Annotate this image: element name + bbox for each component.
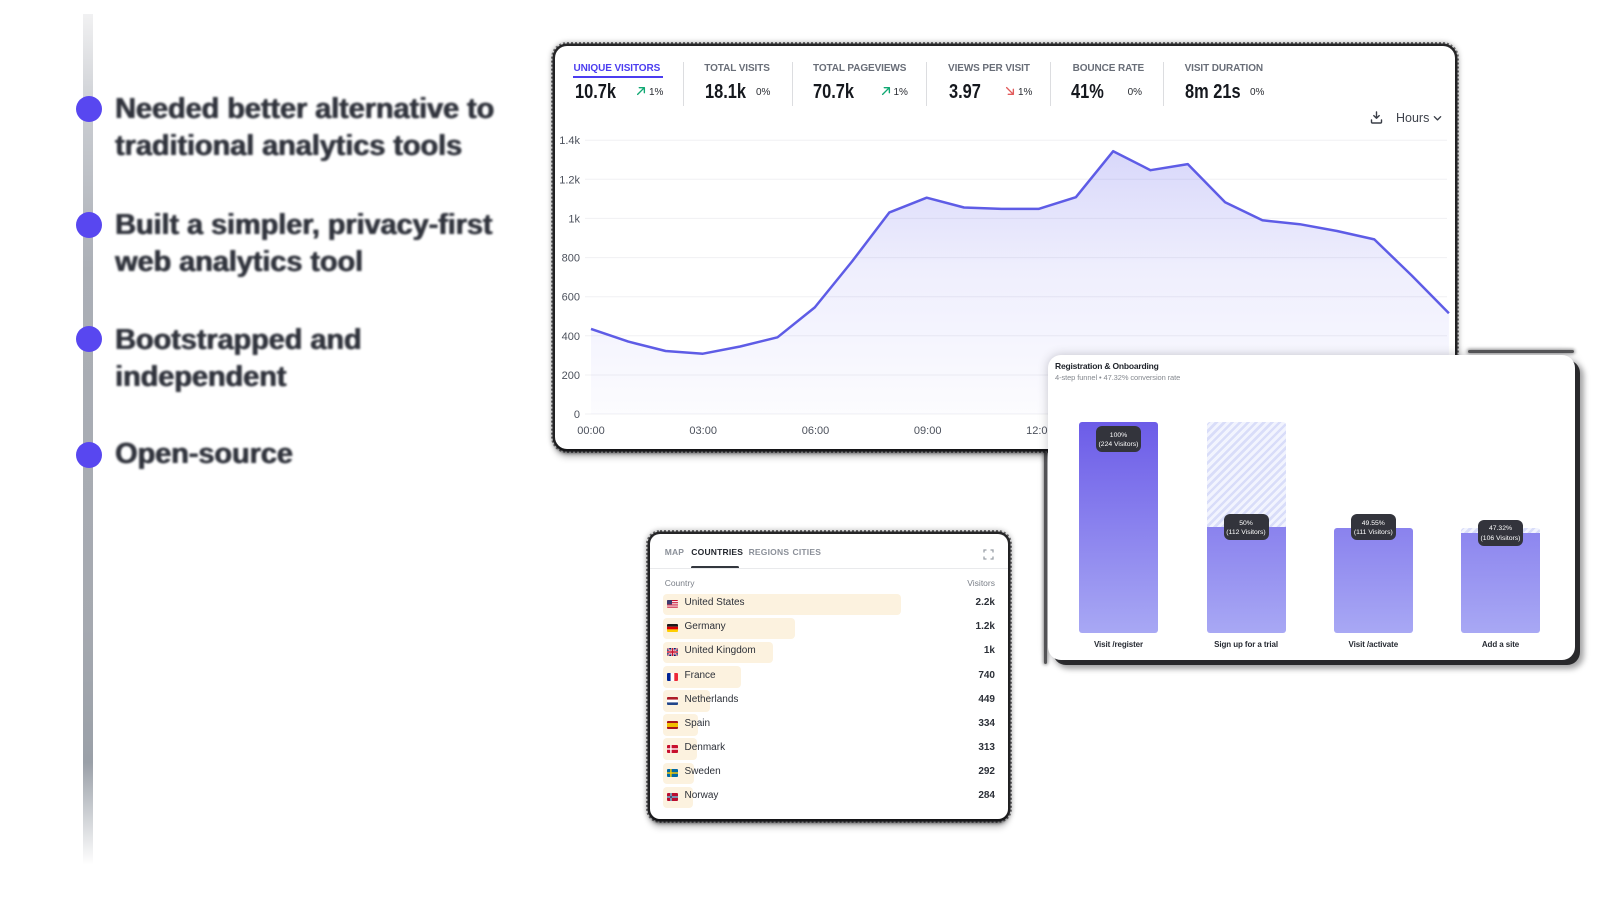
svg-text:600: 600 (562, 292, 580, 304)
svg-text:0: 0 (574, 409, 580, 421)
svg-text:03:00: 03:00 (689, 425, 717, 437)
svg-text:400: 400 (562, 331, 580, 343)
svg-text:06:00: 06:00 (802, 425, 830, 437)
svg-text:12:00: 12:00 (1026, 425, 1054, 437)
svg-text:800: 800 (562, 253, 580, 265)
svg-text:09:00: 09:00 (914, 425, 942, 437)
svg-text:1.2k: 1.2k (559, 174, 580, 186)
svg-text:1k: 1k (568, 213, 580, 225)
svg-text:1.4k: 1.4k (559, 135, 580, 147)
svg-text:00:00: 00:00 (577, 425, 605, 437)
svg-text:200: 200 (562, 370, 580, 382)
